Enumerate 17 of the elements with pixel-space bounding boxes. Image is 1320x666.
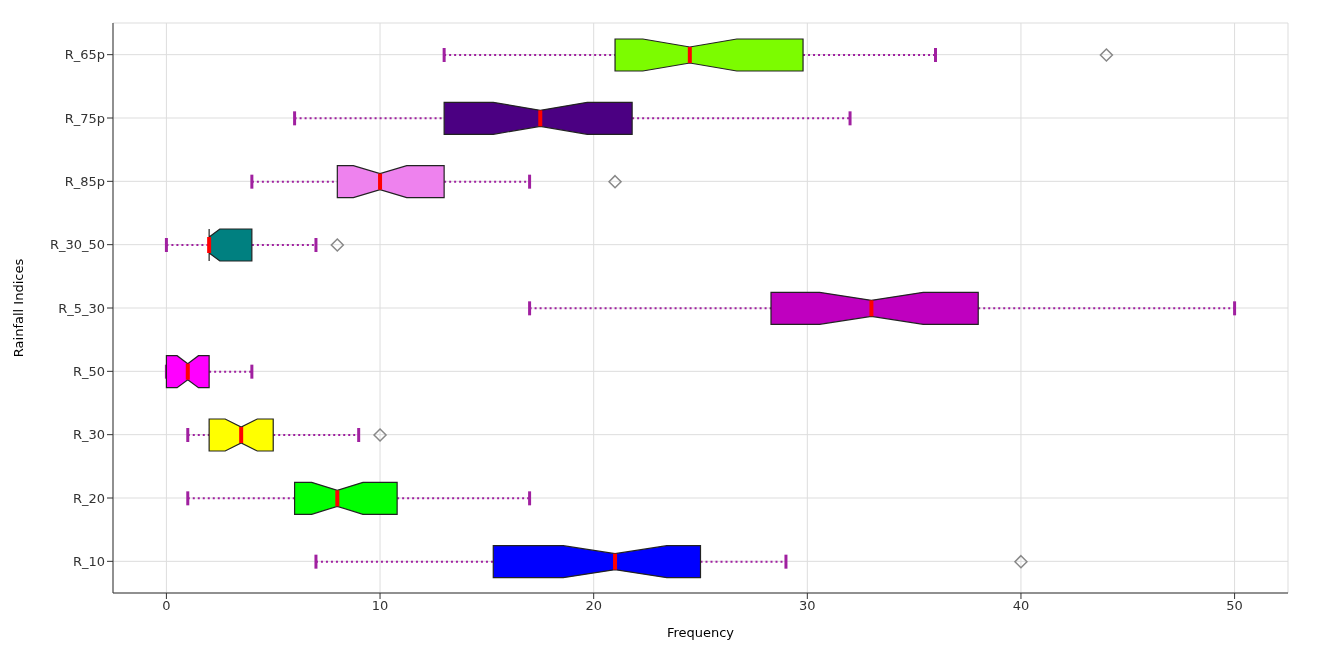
y-tick-label: R_75p xyxy=(64,110,105,126)
y-tick-label: R_20 xyxy=(72,490,105,506)
y-tick-label: R_30_50 xyxy=(49,237,105,253)
x-axis-title: Frequency xyxy=(666,625,735,641)
y-tick-label: R_5_30 xyxy=(58,300,105,316)
x-tick-label: 0 xyxy=(162,598,171,614)
y-tick-label: R_85p xyxy=(64,173,105,189)
y-axis-title: Rainfall Indices xyxy=(10,258,26,358)
x-tick-label: 30 xyxy=(799,598,816,614)
x-tick-label: 10 xyxy=(371,598,389,614)
y-tick-label: R_50 xyxy=(72,363,105,379)
y-tick-label: R_10 xyxy=(72,553,105,569)
x-tick-label: 20 xyxy=(585,598,602,614)
y-tick-label: R_30 xyxy=(72,427,105,443)
x-tick-label: 40 xyxy=(1012,598,1030,614)
x-tick-label: 50 xyxy=(1226,598,1243,614)
y-tick-label: R_65p xyxy=(64,47,105,63)
